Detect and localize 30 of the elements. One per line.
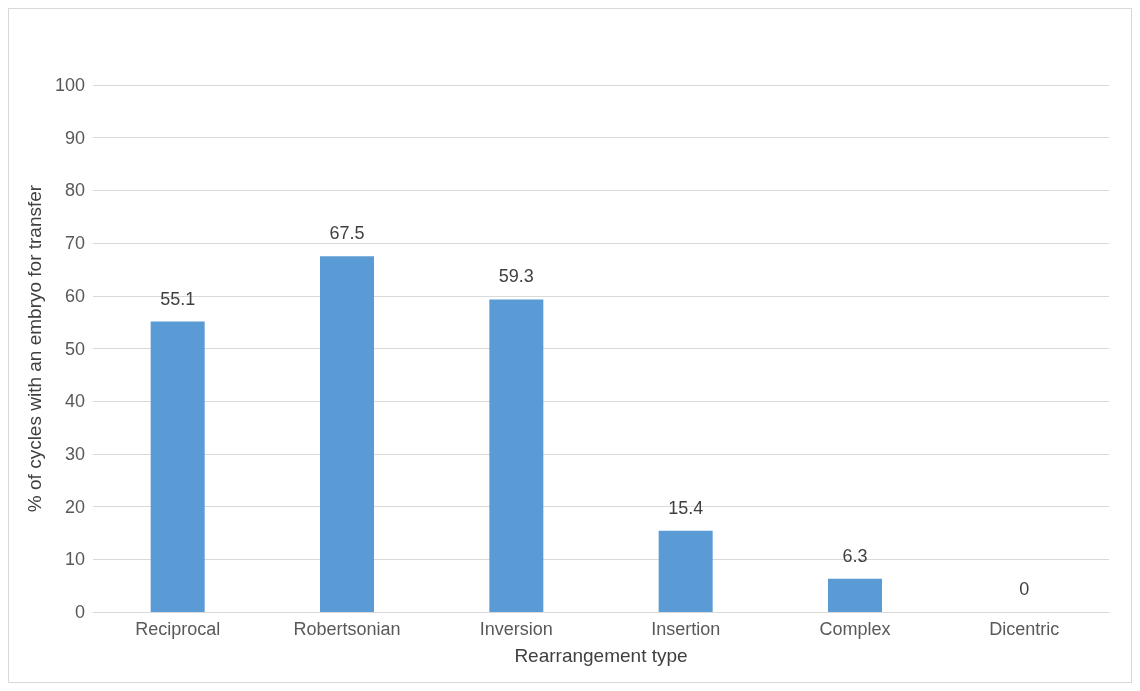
y-tick-label: 70 [64, 233, 85, 254]
y-tick-label: 0 [74, 602, 85, 622]
y-tick-label: 40 [64, 391, 85, 412]
x-tick-label: Insertion [651, 619, 721, 639]
y-tick-label: 80 [64, 180, 85, 201]
x-tick-label: Complex [819, 619, 891, 639]
x-tick-label: Reciprocal [135, 619, 221, 639]
y-tick-label: 60 [64, 285, 85, 306]
data-label: 67.5 [329, 223, 365, 244]
bar [658, 530, 713, 612]
y-tick-label: 10 [64, 549, 85, 570]
y-tick-label: 30 [64, 443, 85, 464]
data-label: 6.3 [842, 545, 868, 566]
bar [828, 578, 882, 612]
y-tick-label: 90 [64, 127, 85, 148]
x-tick-label: Dicentric [989, 619, 1060, 639]
x-tick-label: Robertsonian [293, 619, 401, 639]
bar [150, 321, 205, 612]
y-axis-title: % of cycles with an embryo for transfer [24, 184, 46, 513]
y-tick-label: 100 [54, 75, 85, 95]
y-tick-label: 50 [64, 338, 85, 359]
bar [320, 256, 374, 612]
x-axis-title: Rearrangement type [514, 645, 688, 666]
y-tick-label: 20 [64, 496, 85, 517]
data-label: 0 [1019, 579, 1030, 599]
data-label: 15.4 [668, 497, 704, 518]
bar [489, 299, 544, 612]
x-tick-label: Inversion [479, 619, 553, 639]
data-label: 55.1 [160, 288, 196, 309]
data-label: 59.3 [498, 266, 534, 287]
